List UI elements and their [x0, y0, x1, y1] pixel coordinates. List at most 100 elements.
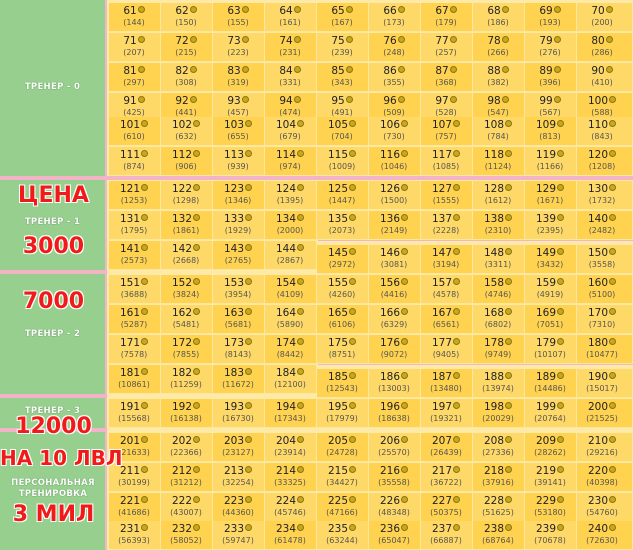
- level-cell: 178 (9749): [473, 335, 525, 364]
- coin-icon: [557, 278, 565, 285]
- level-number: 67: [421, 5, 471, 17]
- level-value: 133: [223, 213, 245, 225]
- level-number: 105: [317, 119, 367, 131]
- level-cost: (1612): [484, 196, 512, 205]
- level-value: 130: [587, 183, 609, 195]
- level-value: 134: [275, 213, 297, 225]
- coin-icon: [453, 248, 461, 255]
- level-cost: (7855): [172, 350, 200, 359]
- coin-icon: [609, 248, 617, 255]
- level-cost: (59747): [222, 536, 254, 545]
- level-cost: (54760): [586, 508, 618, 517]
- level-value: 177: [431, 337, 453, 349]
- level-number: 128: [473, 183, 523, 195]
- coin-icon: [557, 120, 565, 127]
- level-cell: 205 (24728): [317, 433, 369, 462]
- level-number: 172: [161, 337, 211, 349]
- level-number: 142: [161, 243, 211, 255]
- level-number: 82: [161, 65, 211, 77]
- coin-icon: [505, 308, 513, 315]
- level-number: 205: [317, 435, 367, 447]
- level-cost: (23914): [274, 448, 306, 457]
- level-cell: 201 (21633): [109, 433, 161, 462]
- level-cost: (53180): [534, 508, 566, 517]
- level-cost: (874): [123, 162, 145, 171]
- level-cell: 62 (150): [161, 3, 213, 32]
- level-number: 62: [161, 5, 211, 17]
- coin-icon: [449, 6, 457, 13]
- level-cost: (21633): [118, 448, 150, 457]
- level-cell: 82 (308): [161, 63, 213, 92]
- level-number: 65: [317, 5, 367, 17]
- coin-icon: [553, 66, 561, 73]
- level-value: 137: [431, 213, 453, 225]
- level-cost: (1795): [120, 226, 148, 235]
- level-cost: (2482): [588, 226, 616, 235]
- coin-icon: [501, 36, 509, 43]
- level-cell: 78 (266): [473, 33, 525, 62]
- coin-icon: [297, 184, 305, 191]
- level-number: 223: [213, 495, 263, 507]
- level-cost: (27336): [482, 448, 514, 457]
- level-cost: (17979): [326, 414, 358, 423]
- level-value: 208: [483, 435, 505, 447]
- level-value: 68: [487, 5, 501, 17]
- level-cost: (248): [383, 48, 405, 57]
- level-value: 143: [223, 243, 245, 255]
- level-number: 222: [161, 495, 211, 507]
- section-label-personal-training: ПЕРСОНАЛЬНАЯ ТРЕНИРОВКА: [11, 478, 95, 499]
- level-cost: (6802): [484, 320, 512, 329]
- level-value: 100: [587, 95, 609, 107]
- level-cost: (6561): [432, 320, 460, 329]
- level-value: 205: [327, 435, 349, 447]
- level-number: 193: [213, 401, 263, 413]
- level-value: 132: [171, 213, 193, 225]
- level-number: 132: [161, 213, 211, 225]
- level-number: 215: [317, 465, 367, 477]
- level-cell: 239 (70678): [525, 521, 577, 550]
- level-value: 232: [171, 523, 193, 535]
- level-cost: (25570): [378, 448, 410, 457]
- level-value: 217: [431, 465, 453, 477]
- level-number: 232: [161, 523, 211, 535]
- level-value: 176: [379, 337, 401, 349]
- level-cost: (2395): [536, 226, 564, 235]
- price-trainer-2: 7000: [22, 289, 85, 314]
- level-cell: 166 (6329): [369, 305, 421, 334]
- coin-icon: [453, 214, 461, 221]
- level-cost: (509): [383, 108, 405, 117]
- level-cost: (730): [383, 132, 405, 141]
- level-cell: 76 (248): [369, 33, 421, 62]
- level-cost: (1046): [380, 162, 408, 171]
- level-value: 66: [383, 5, 397, 17]
- coin-icon: [401, 524, 409, 531]
- level-value: 129: [535, 183, 557, 195]
- level-cost: (215): [175, 48, 197, 57]
- level-cost: (29216): [586, 448, 618, 457]
- coin-icon: [245, 278, 253, 285]
- coin-icon: [501, 66, 509, 73]
- coin-icon: [193, 308, 201, 315]
- price-trainer-3: 12000: [15, 414, 92, 439]
- coin-icon: [505, 120, 513, 127]
- level-cost: (276): [539, 48, 561, 57]
- level-cost: (2765): [224, 256, 252, 265]
- level-number: 71: [109, 35, 159, 47]
- level-number: 101: [109, 119, 159, 131]
- section-personal-training: [0, 432, 107, 550]
- level-number: 79: [525, 35, 575, 47]
- level-cost: (13480): [430, 384, 462, 393]
- coin-icon: [449, 36, 457, 43]
- level-number: 84: [265, 65, 315, 77]
- level-cell: 229 (53180): [525, 493, 577, 522]
- level-value: 209: [535, 435, 557, 447]
- section-trainer-3: [0, 398, 107, 428]
- coin-icon: [345, 66, 353, 73]
- level-cell: 196 (18638): [369, 399, 421, 428]
- level-number: 167: [421, 307, 471, 319]
- coin-icon: [193, 120, 201, 127]
- level-number: 145: [317, 247, 367, 259]
- level-cell: 174 (8442): [265, 335, 317, 364]
- level-number: 102: [161, 119, 211, 131]
- level-cell: 222 (43007): [161, 493, 213, 522]
